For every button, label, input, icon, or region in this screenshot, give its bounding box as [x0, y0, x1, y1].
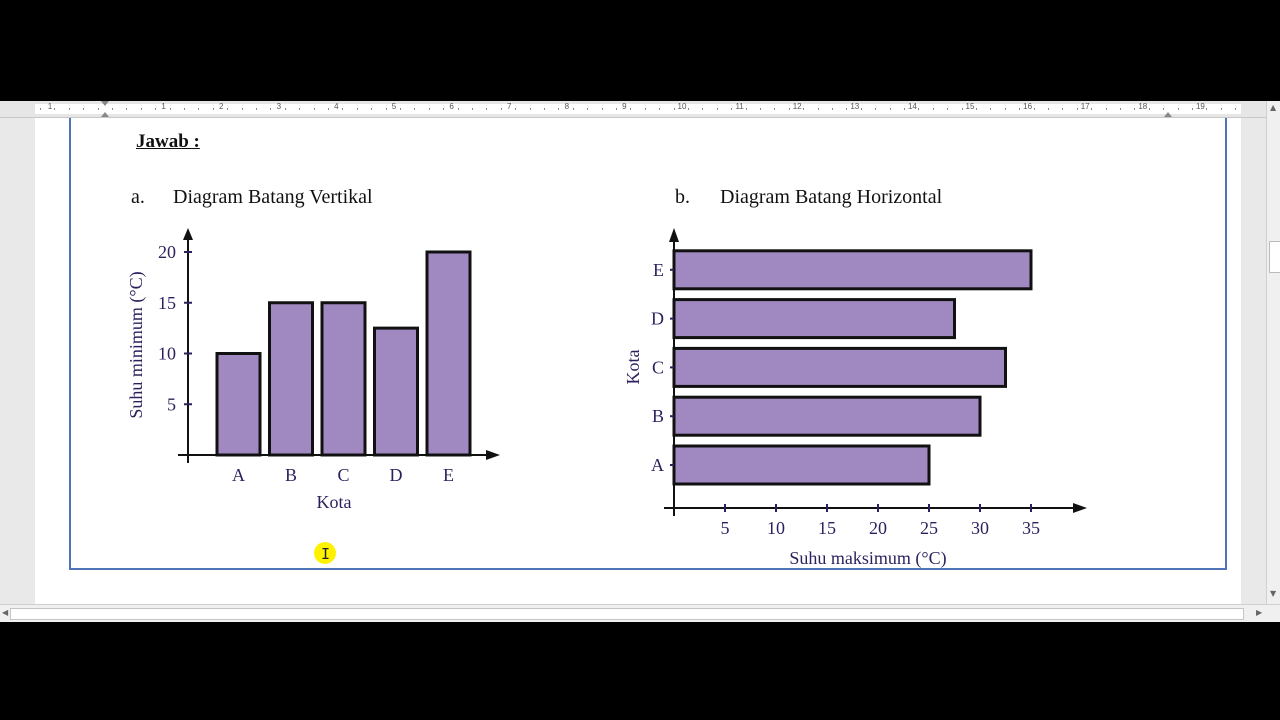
- y-tick-label: C: [652, 357, 664, 377]
- bar: [674, 251, 1031, 289]
- x-tick-label: B: [285, 465, 297, 485]
- part-b-letter: b.: [675, 186, 690, 209]
- answer-heading: Jawab :: [136, 131, 200, 153]
- x-axis-title: Kota: [317, 492, 352, 512]
- vertical-bar-chart: 5 10 15 20 A B C D E Kota Suhu minimum (°C): [118, 220, 518, 520]
- part-b-title: Diagram Batang Horizontal: [720, 186, 942, 209]
- x-tick-label: 15: [818, 518, 836, 538]
- y-tick-label: B: [652, 406, 664, 426]
- y-tick-label: D: [651, 309, 664, 329]
- x-tick-label: 30: [971, 518, 989, 538]
- x-tick-label: A: [232, 465, 245, 485]
- x-tick-label: 10: [767, 518, 785, 538]
- x-tick-label: C: [337, 465, 349, 485]
- y-axis-arrow-icon: [669, 228, 679, 242]
- bar: [674, 348, 1006, 386]
- bar: [427, 252, 470, 455]
- y-axis-title: Kota: [623, 350, 643, 385]
- bar: [217, 354, 260, 456]
- x-tick-label: D: [390, 465, 403, 485]
- y-axis-title: Suhu minimum (°C): [126, 271, 147, 418]
- bar: [674, 397, 980, 435]
- horizontal-bar-chart: 5 10 15 20 25 30 35 A B C D E Suhu maksimum (°C) Kota: [615, 222, 1095, 572]
- y-tick-label: 15: [158, 293, 176, 313]
- x-tick-label: 25: [920, 518, 938, 538]
- bar: [674, 300, 955, 338]
- x-axis-arrow-icon: [1073, 503, 1087, 513]
- x-axis-arrow-icon: [486, 450, 500, 460]
- part-a-title: Diagram Batang Vertikal: [173, 186, 373, 209]
- y-tick-label: A: [651, 455, 664, 475]
- bar: [674, 446, 929, 484]
- x-tick-label: 20: [869, 518, 887, 538]
- y-axis-arrow-icon: [183, 228, 193, 240]
- bar: [270, 303, 313, 455]
- y-tick-label: 10: [158, 344, 176, 364]
- y-tick-label: 5: [167, 394, 176, 414]
- bar: [375, 328, 418, 455]
- x-tick-label: 5: [721, 518, 730, 538]
- text-cursor-icon: I: [321, 545, 330, 563]
- part-a-letter: a.: [131, 186, 145, 209]
- y-tick-label: E: [653, 260, 664, 280]
- x-axis-title: Suhu maksimum (°C): [789, 548, 946, 569]
- bar: [322, 303, 365, 455]
- x-tick-label: E: [443, 465, 454, 485]
- x-tick-label: 35: [1022, 518, 1040, 538]
- y-tick-label: 20: [158, 242, 176, 262]
